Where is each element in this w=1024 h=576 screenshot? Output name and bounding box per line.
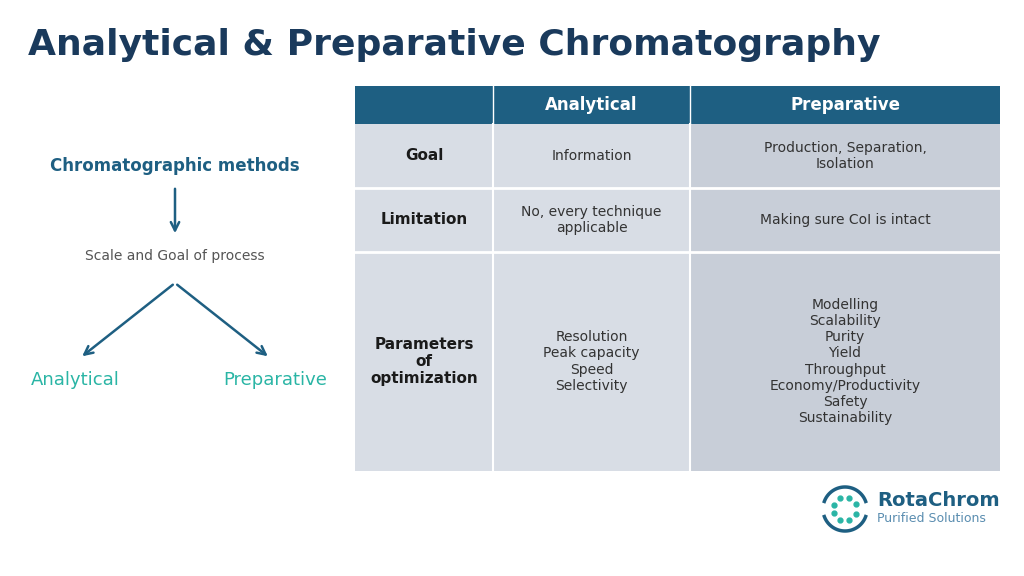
Bar (690, 252, 1000, 471)
Text: Analytical: Analytical (545, 96, 638, 114)
Text: Parameters
of
optimization: Parameters of optimization (370, 336, 478, 386)
Text: Analytical & Preparative Chromatography: Analytical & Preparative Chromatography (28, 28, 881, 62)
Bar (690, 124, 1000, 188)
Text: No, every technique
applicable: No, every technique applicable (521, 205, 662, 235)
Bar (355, 124, 493, 188)
Bar (355, 188, 493, 252)
Text: RotaChrom: RotaChrom (877, 491, 999, 510)
Bar (493, 188, 690, 252)
Bar (493, 124, 690, 188)
Text: Resolution
Peak capacity
Speed
Selectivity: Resolution Peak capacity Speed Selectivi… (544, 330, 640, 393)
Text: Preparative: Preparative (223, 371, 327, 389)
Text: Preparative: Preparative (790, 96, 900, 114)
Text: Modelling
Scalability
Purity
Yield
Throughput
Economy/Productivity
Safety
Sustai: Modelling Scalability Purity Yield Throu… (769, 298, 921, 425)
Text: Purified Solutions: Purified Solutions (877, 513, 986, 525)
Text: Analytical: Analytical (31, 371, 120, 389)
Bar (355, 252, 493, 471)
Text: Scale and Goal of process: Scale and Goal of process (85, 249, 265, 263)
Bar (355, 86, 1000, 124)
Bar (690, 188, 1000, 252)
Bar (493, 252, 690, 471)
Text: Production, Separation,
Isolation: Production, Separation, Isolation (764, 141, 927, 171)
Text: Goal: Goal (404, 149, 443, 164)
Text: Chromatographic methods: Chromatographic methods (50, 157, 300, 175)
Text: Limitation: Limitation (380, 213, 468, 228)
Text: Making sure CoI is intact: Making sure CoI is intact (760, 213, 931, 227)
Text: Information: Information (551, 149, 632, 163)
